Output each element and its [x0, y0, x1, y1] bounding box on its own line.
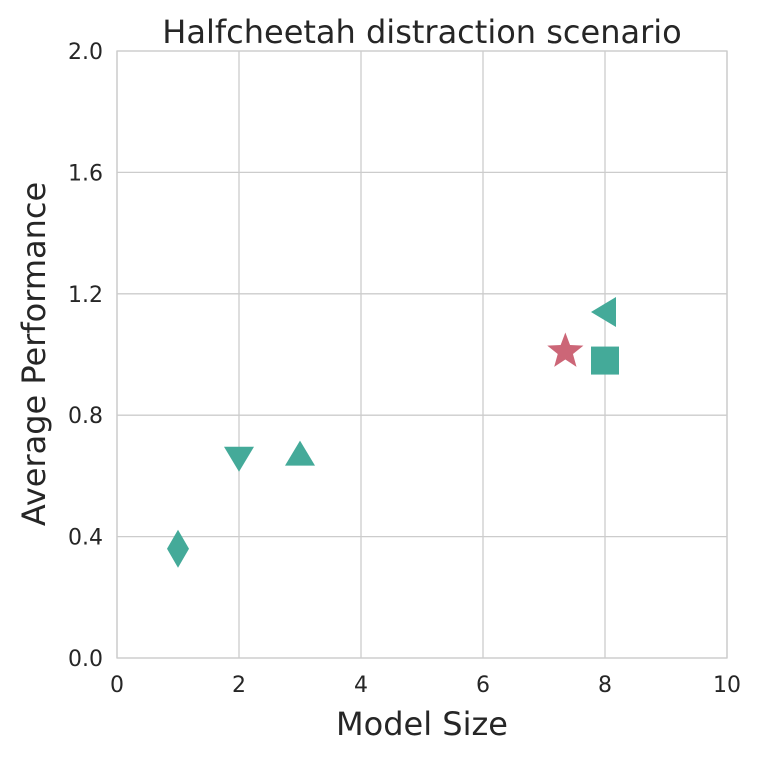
- x-tick-labels: 0 2 4 6 8 10: [110, 673, 741, 698]
- x-tick-label: 8: [598, 673, 612, 698]
- y-tick-label: 1.2: [68, 283, 103, 308]
- x-tick-label: 6: [476, 673, 490, 698]
- y-tick-label: 0.0: [68, 647, 103, 672]
- chart-title: Halfcheetah distraction scenario: [162, 13, 681, 51]
- plot-frame: [116, 50, 728, 659]
- y-tick-label: 0.4: [68, 526, 103, 551]
- triangle-down-point: [224, 446, 254, 472]
- y-tick-label: 1.6: [68, 161, 103, 186]
- grid-lines: [116, 50, 728, 659]
- y-tick-label: 2.0: [68, 40, 103, 65]
- y-tick-label: 0.8: [68, 404, 103, 429]
- square-point: [591, 346, 619, 375]
- x-tick-label: 10: [713, 673, 741, 698]
- y-tick-labels: 0.0 0.4 0.8 1.2 1.6 2.0: [68, 40, 103, 672]
- x-tick-label: 4: [354, 673, 368, 698]
- diamond-point: [167, 529, 189, 568]
- triangle-left-point: [591, 297, 616, 328]
- triangle-up-point: [285, 440, 315, 466]
- x-tick-label: 0: [110, 673, 124, 698]
- y-axis-label: Average Performance: [15, 182, 53, 526]
- data-points: [167, 297, 619, 568]
- x-tick-label: 2: [232, 673, 246, 698]
- x-axis-label: Model Size: [336, 705, 508, 743]
- star-point: [547, 332, 584, 367]
